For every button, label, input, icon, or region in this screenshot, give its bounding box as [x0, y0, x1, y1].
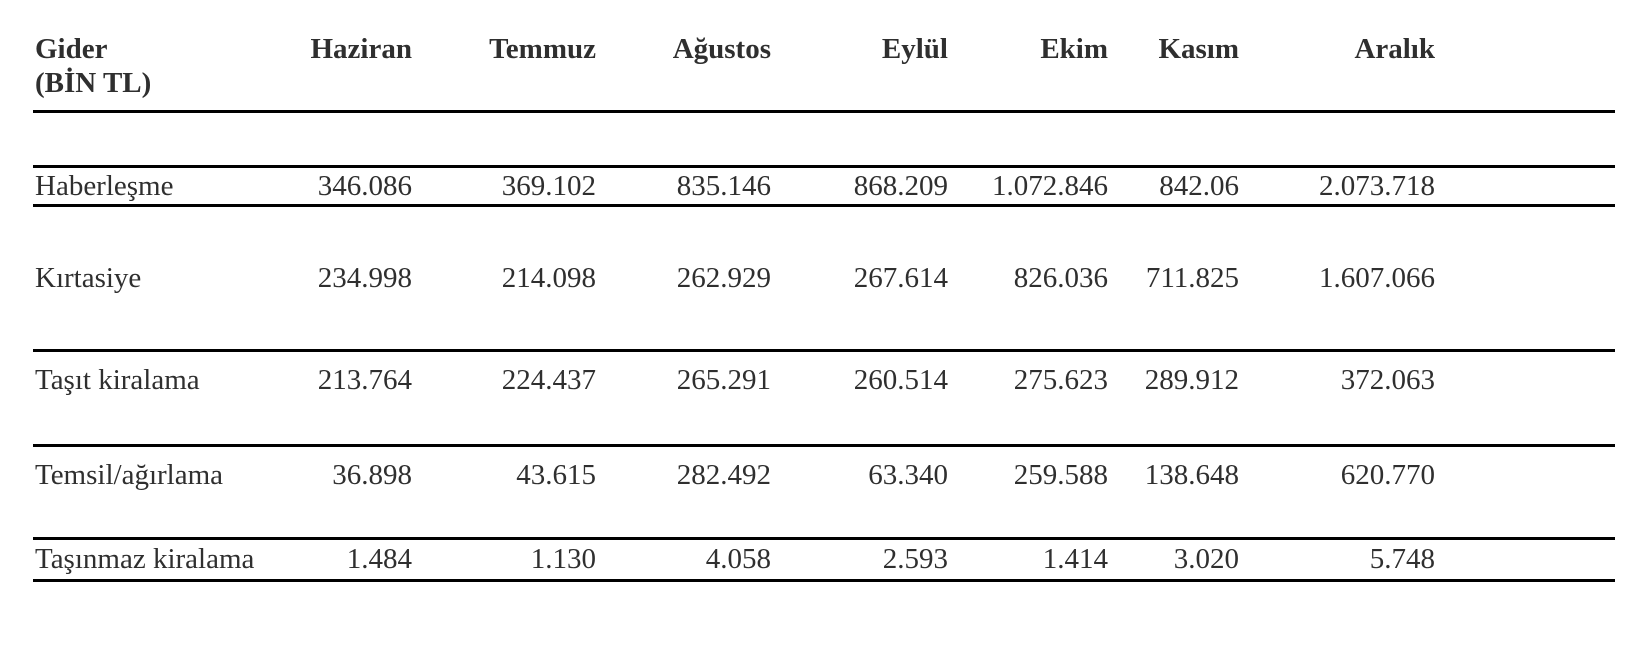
table-row: Taşıt kiralama 213.764 224.437 265.291 2…	[33, 350, 1615, 447]
cell-value: 282.492	[607, 445, 782, 540]
cell-value: 267.614	[782, 205, 959, 352]
table-row: Kırtasiye 234.998 214.098 262.929 267.61…	[33, 205, 1615, 352]
row-label: Temsil/ağırlama	[33, 445, 273, 540]
header-month-eylul: Eylül	[782, 0, 959, 113]
cell-value: 1.607.066	[1250, 205, 1446, 352]
cell-value: 36.898	[273, 445, 423, 540]
cell-value: 289.912	[1119, 350, 1250, 447]
cell-value: 4.058	[607, 538, 782, 582]
cell-value: 711.825	[1119, 205, 1250, 352]
row-label: Taşınmaz kiralama	[33, 538, 273, 582]
cell-value: 63.340	[782, 445, 959, 540]
header-month-haziran: Haziran	[273, 0, 423, 113]
cell-value: 2.073.718	[1250, 166, 1446, 207]
cell-filler	[1446, 166, 1615, 207]
cell-filler	[1446, 350, 1615, 447]
spacer-cell	[33, 111, 1615, 168]
cell-value: 234.998	[273, 205, 423, 352]
cell-value: 224.437	[423, 350, 607, 447]
cell-value: 620.770	[1250, 445, 1446, 540]
row-label: Taşıt kiralama	[33, 350, 273, 447]
cell-value: 3.020	[1119, 538, 1250, 582]
cell-value: 2.593	[782, 538, 959, 582]
cell-value: 275.623	[959, 350, 1119, 447]
row-label: Haberleşme	[33, 166, 273, 207]
header-month-kasim: Kasım	[1119, 0, 1250, 113]
cell-value: 213.764	[273, 350, 423, 447]
cell-value: 372.063	[1250, 350, 1446, 447]
cell-filler	[1446, 538, 1615, 582]
cell-value: 868.209	[782, 166, 959, 207]
cell-value: 43.615	[423, 445, 607, 540]
cell-filler	[1446, 205, 1615, 352]
cell-value: 265.291	[607, 350, 782, 447]
table-row: Taşınmaz kiralama 1.484 1.130 4.058 2.59…	[33, 538, 1615, 582]
cell-value: 369.102	[423, 166, 607, 207]
header-gider-line2: (BİN TL)	[35, 67, 152, 99]
cell-value: 826.036	[959, 205, 1119, 352]
cell-value: 1.484	[273, 538, 423, 582]
cell-value: 1.072.846	[959, 166, 1119, 207]
header-month-ekim: Ekim	[959, 0, 1119, 113]
cell-filler	[1446, 445, 1615, 540]
header-gider: Gider (BİN TL)	[33, 0, 273, 113]
cell-value: 260.514	[782, 350, 959, 447]
expense-table: Gider (BİN TL) Haziran Temmuz Ağustos Ey…	[33, 0, 1615, 582]
cell-value: 835.146	[607, 166, 782, 207]
header-row: Gider (BİN TL) Haziran Temmuz Ağustos Ey…	[33, 0, 1615, 113]
spacer-row	[33, 111, 1615, 168]
header-month-temmuz: Temmuz	[423, 0, 607, 113]
header-filler	[1446, 0, 1615, 113]
table-row: Temsil/ağırlama 36.898 43.615 282.492 63…	[33, 445, 1615, 540]
table-row: Haberleşme 346.086 369.102 835.146 868.2…	[33, 166, 1615, 207]
cell-value: 346.086	[273, 166, 423, 207]
header-gider-line1: Gider	[35, 33, 108, 65]
cell-value: 138.648	[1119, 445, 1250, 540]
cell-value: 842.06	[1119, 166, 1250, 207]
header-month-agustos: Ağustos	[607, 0, 782, 113]
cell-value: 262.929	[607, 205, 782, 352]
cell-value: 5.748	[1250, 538, 1446, 582]
cell-value: 214.098	[423, 205, 607, 352]
header-month-aralik: Aralık	[1250, 0, 1446, 113]
cell-value: 1.414	[959, 538, 1119, 582]
cell-value: 259.588	[959, 445, 1119, 540]
cell-value: 1.130	[423, 538, 607, 582]
row-label: Kırtasiye	[33, 205, 273, 352]
